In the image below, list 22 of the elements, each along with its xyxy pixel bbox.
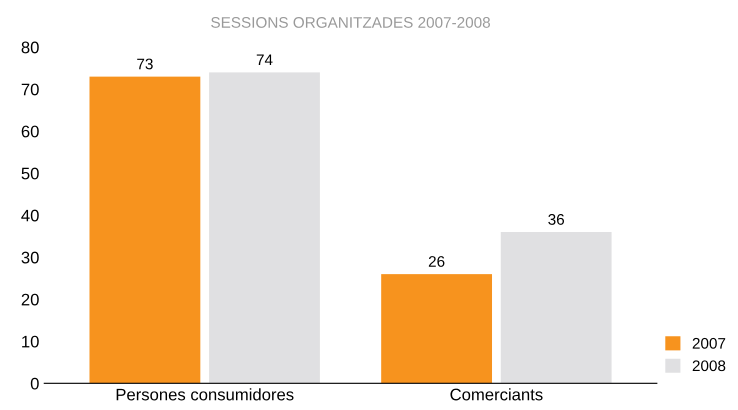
data-label: 73 [137,58,153,70]
x-tick-label: Persones consumidores [116,388,294,400]
x-tick-label: Comerciants [450,388,543,400]
legend-label: 2008 [692,360,726,372]
chart-title: SESSIONS ORGANITZADES 2007-2008 [211,17,490,28]
data-label: 36 [548,214,564,225]
bar [209,72,320,384]
y-tick-label: 80 [22,42,39,54]
legend-label: 2007 [692,338,726,349]
bar [89,76,200,384]
y-tick-label: 70 [22,84,39,96]
y-tick-label: 10 [22,336,39,348]
y-tick-label: 30 [22,252,39,264]
y-tick-label: 20 [22,294,39,306]
bar [381,274,492,384]
y-tick-label: 60 [22,126,39,138]
data-label: 74 [256,54,273,66]
bar [500,232,612,384]
data-label: 26 [428,256,444,267]
y-tick-label: 0 [30,378,39,390]
y-tick-label: 50 [22,168,39,180]
y-tick-label: 40 [21,210,39,222]
